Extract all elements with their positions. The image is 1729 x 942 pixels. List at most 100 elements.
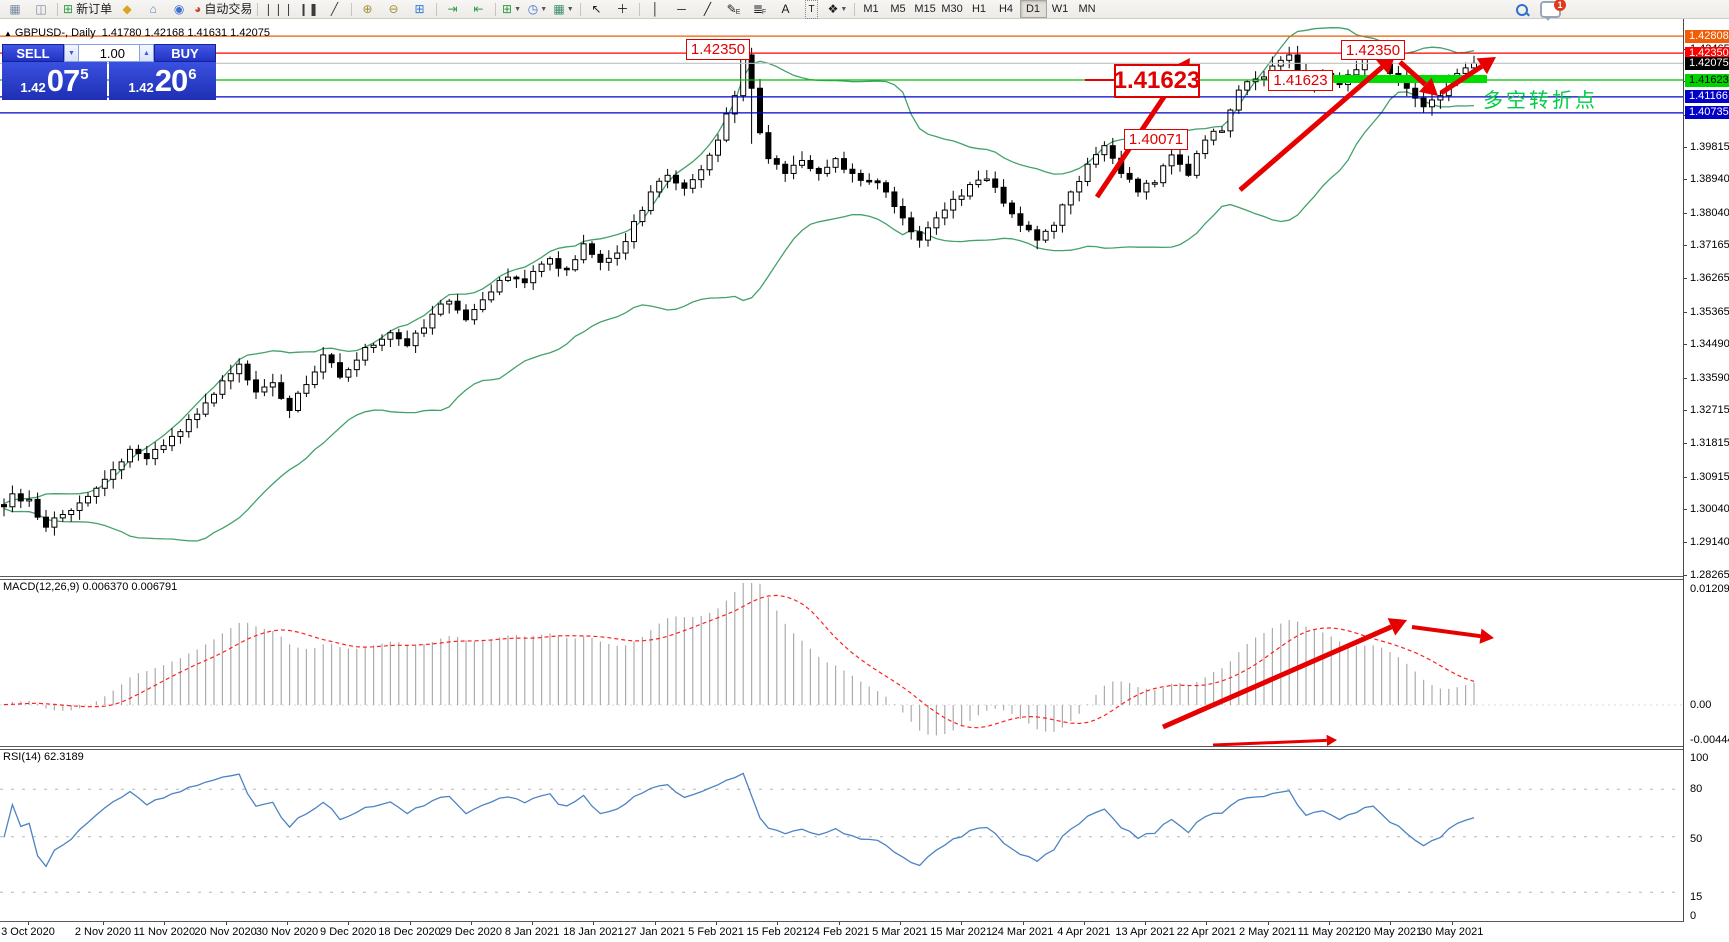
axis-tick-mark <box>1684 476 1687 478</box>
date-axis-label: 18 Jan 2021 <box>563 926 624 938</box>
date-axis-label: 20 Nov 2020 <box>194 926 257 938</box>
horizontal-line-button[interactable]: ─ <box>669 1 695 18</box>
chevron-down-icon[interactable]: ▼ <box>540 5 548 13</box>
axis-tick-mark <box>348 922 350 925</box>
chart-window-button[interactable]: ▦ <box>2 1 28 18</box>
chevron-down-icon[interactable]: ▼ <box>840 5 848 13</box>
tile-windows-button[interactable]: ⊞ <box>407 1 433 18</box>
volume-input[interactable]: 1.00 <box>79 44 139 62</box>
autotrading-button[interactable]: ◕ 自动交易 <box>192 1 254 18</box>
text-label-button[interactable]: T <box>799 0 825 19</box>
sell-price-prefix: 1.42 <box>20 79 46 95</box>
axis-tick-mark <box>532 922 534 925</box>
toolbar-separator <box>350 2 352 16</box>
zoom-out-button[interactable]: ⊖ <box>381 1 407 18</box>
equidistant-channel-button[interactable]: ✎ E <box>721 1 747 18</box>
sell-price-sup: 5 <box>80 65 89 83</box>
indicator-axis-tick: 15 <box>1690 891 1703 903</box>
cursor-button[interactable]: ↖ <box>584 1 610 18</box>
bar-chart-button[interactable]: ❘❘❘ <box>261 1 295 18</box>
vertical-line-button[interactable]: │ <box>643 1 669 18</box>
axis-tick-mark <box>593 922 595 925</box>
axis-tick-mark <box>1329 922 1330 925</box>
chart-shift-button[interactable]: ⇤ <box>466 1 492 18</box>
price-axis[interactable]: 1.424651.415901.406901.398151.389401.380… <box>1683 19 1729 922</box>
new-chart-button[interactable]: ⊞ ▼ <box>499 1 525 18</box>
periods-icon: ◷ <box>527 1 539 16</box>
pane-separator[interactable] <box>0 746 1729 747</box>
toolbar-separator <box>435 2 437 16</box>
chevron-down-icon[interactable]: ▼ <box>566 5 574 13</box>
signals-button[interactable]: ◉ <box>166 1 192 18</box>
date-axis-label: 13 Apr 2021 <box>1115 926 1175 938</box>
sell-button[interactable]: SELL <box>2 44 64 62</box>
crosshair-button[interactable]: ＋ <box>610 1 636 18</box>
timeframe-d1-button[interactable]: D1 <box>1019 0 1047 18</box>
chevron-down-icon[interactable]: ▼ <box>514 5 522 13</box>
zoom-in-button[interactable]: ⊕ <box>355 1 381 18</box>
line-chart-button[interactable]: ╱ <box>322 1 348 18</box>
price-annotation-label[interactable]: 1.41623 <box>1268 70 1333 91</box>
price-axis-tick: 1.38940 <box>1690 173 1729 186</box>
text-icon: A <box>781 1 790 16</box>
volume-decrease-button[interactable]: ▼ <box>64 44 79 62</box>
axis-tick-mark <box>1684 574 1687 576</box>
pane-separator[interactable] <box>0 576 1729 577</box>
indicator-axis-tick: -0.004446 <box>1690 734 1729 746</box>
chart-window-icon: ▦ <box>9 1 21 16</box>
search-icon[interactable] <box>1514 2 1530 18</box>
webterminal-button[interactable]: ⌂ <box>140 1 166 18</box>
date-axis[interactable]: 3 Oct 2020 2 Nov 2020 11 Nov 2020 20 Nov 20… <box>0 922 1683 942</box>
date-axis-label: 8 Jan 2021 <box>504 926 560 938</box>
price-annotation-label[interactable]: 1.42350 <box>1341 40 1405 60</box>
price-tag: 1.42350 <box>1685 46 1729 60</box>
periods-button[interactable]: ◷ ▼ <box>525 1 551 18</box>
autotrading-label: 自动交易 <box>204 1 253 16</box>
trendline-button[interactable]: ╱ <box>695 1 721 18</box>
profiles-button[interactable]: ◫ <box>28 1 54 18</box>
auto-scroll-button[interactable]: ⇥ <box>440 1 466 18</box>
date-axis-label: 9 Dec 2020 <box>320 926 377 938</box>
axis-tick-mark <box>716 922 717 925</box>
buy-button[interactable]: BUY <box>154 44 216 62</box>
bar-chart-icon: ❘❘❘ <box>263 1 294 16</box>
price-annotation-label[interactable]: 1.41623 <box>1114 64 1200 98</box>
axis-tick-mark <box>470 922 472 925</box>
macd-label: MACD(12,26,9) 0.006370 0.006791 <box>3 581 178 593</box>
shapes-button[interactable]: ❖ ▼ <box>825 1 851 18</box>
turning-point-annotation[interactable]: 多空转折点 <box>1483 90 1598 112</box>
chat-icon[interactable]: 1 <box>1540 0 1566 21</box>
buy-price[interactable]: 1.42 20 6 <box>109 62 216 100</box>
timeframe-mn-button[interactable]: MN <box>1078 3 1096 15</box>
timeframe-m30-button[interactable]: M30 <box>941 3 963 15</box>
pane-separator[interactable] <box>0 579 1729 580</box>
axis-tick-mark <box>28 922 29 925</box>
date-axis-label: 11 May 2021 <box>1297 926 1361 938</box>
volume-increase-button[interactable]: ▲ <box>139 44 154 62</box>
price-annotation-label[interactable]: 1.42350 <box>686 39 750 60</box>
line-chart-icon: ╱ <box>330 1 339 16</box>
deposit-button[interactable]: ◆ <box>114 1 140 18</box>
price-annotation-label[interactable]: 1.40071 <box>1124 129 1188 150</box>
axis-tick-mark <box>1451 922 1453 925</box>
new-order-button[interactable]: ⊞ 新订单 <box>61 1 114 18</box>
axis-tick-mark <box>103 922 104 925</box>
date-axis-label: 11 Nov 2020 <box>133 926 196 938</box>
timeframe-w1-button[interactable]: W1 <box>1051 3 1069 15</box>
timeframe-m15-button[interactable]: M15 <box>914 3 936 15</box>
templates-button[interactable]: ▦ ▼ <box>551 1 577 18</box>
candlestick-button[interactable]: ❙❚ <box>296 1 322 18</box>
timeframe-m5-button[interactable]: M5 <box>890 3 906 15</box>
pane-separator[interactable] <box>0 749 1729 750</box>
axis-tick-mark <box>1022 922 1024 925</box>
axis-tick-mark <box>1684 245 1687 247</box>
fibonacci-button[interactable]: ≣ F <box>747 1 773 18</box>
text-button[interactable]: A <box>773 1 799 18</box>
candlesticks <box>1 45 1477 536</box>
timeframe-h1-button[interactable]: H1 <box>971 3 987 15</box>
timeframe-h4-button[interactable]: H4 <box>998 3 1014 15</box>
buy-price-sup: 6 <box>188 65 197 83</box>
sell-price[interactable]: 1.42 07 5 <box>2 62 107 100</box>
timeframe-m1-button[interactable]: M1 <box>863 3 879 15</box>
